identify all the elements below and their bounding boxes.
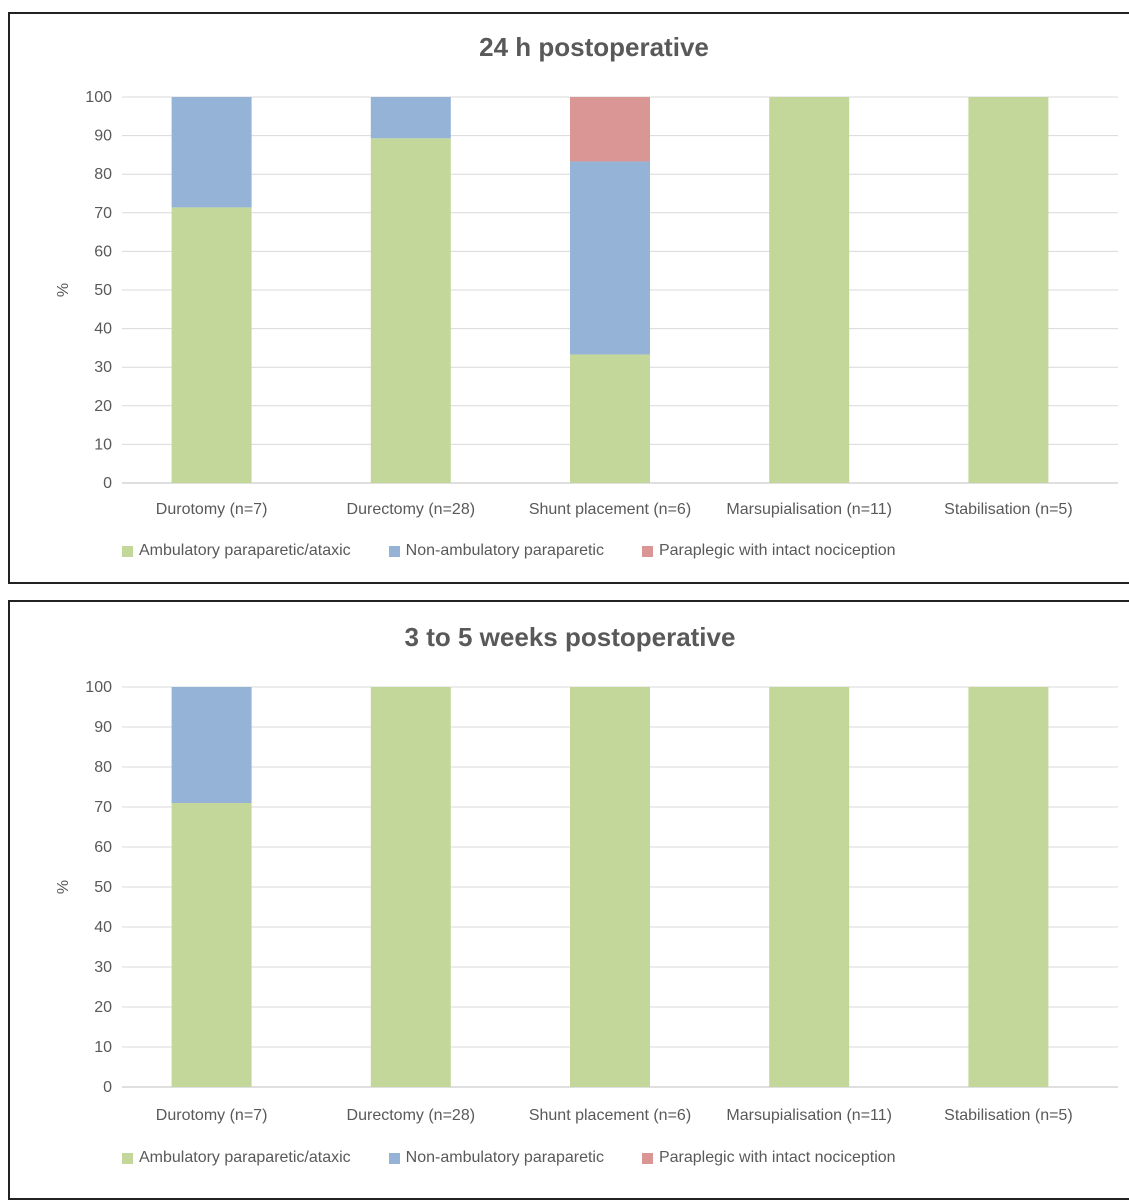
y-tick-label: 80 [94, 166, 112, 183]
legend-item-ambulatory: Ambulatory paraparetic/ataxic [122, 1149, 351, 1167]
y-tick-label: 90 [94, 128, 112, 145]
y-tick-label: 30 [94, 359, 112, 376]
bar-segment [769, 97, 850, 483]
y-tick-label: 10 [94, 1039, 112, 1056]
bar-segment [370, 687, 451, 1087]
y-tick-label: 100 [85, 89, 112, 106]
bar-segment [370, 97, 451, 139]
bar-segment [968, 97, 1049, 483]
legend-item-paraplegic: Paraplegic with intact nociception [641, 542, 896, 560]
y-tick-label: 0 [103, 1079, 112, 1096]
bar-segment [570, 97, 650, 162]
legend-swatch [641, 1152, 653, 1164]
chart-plot-3-5-weeks: 0 10 20 30 40 50 60 70 80 90 100% Durotomy (n=7) Dur… [55, 679, 1118, 1124]
legend-swatch [641, 545, 653, 557]
legend-label: Ambulatory paraparetic/ataxic [139, 1149, 351, 1166]
x-tick-label: Shunt placement (n=6) [529, 1107, 691, 1124]
y-tick-label: 50 [94, 879, 112, 896]
chart-panel-3-5-weeks: 3 to 5 weeks postoperative 0 10 20 30 40 50 60… [8, 600, 1129, 1200]
y-tick-label: 90 [94, 719, 112, 736]
bar-segment [570, 354, 650, 483]
bar-segment [570, 161, 650, 355]
x-tick-label: Durectomy (n=28) [347, 501, 476, 518]
bar-segment [171, 207, 252, 483]
x-tick-label: Stabilisation (n=5) [944, 1107, 1073, 1124]
chart-title: 3 to 5 weeks postoperative [404, 622, 736, 652]
chart-panel-24h: 24 h postoperative 0 10 20 30 40 50 60 70 80 90 10… [8, 12, 1129, 584]
legend-swatch [122, 545, 133, 557]
y-tick-label: 40 [94, 321, 112, 338]
x-tick-label: Durotomy (n=7) [156, 501, 268, 518]
x-tick-label: Marsupialisation (n=11) [726, 501, 892, 518]
legend-item-paraplegic: Paraplegic with intact nociception [641, 1149, 896, 1167]
bar-segment [370, 138, 451, 483]
legend-item-non-ambulatory: Non-ambulatory paraparetic [388, 542, 604, 560]
y-tick-label: 60 [94, 839, 112, 856]
y-tick-label: 70 [94, 205, 112, 222]
chart-title: 24 h postoperative [479, 32, 709, 62]
bar-segment [968, 687, 1049, 1087]
chart-legend: Ambulatory paraparetic/ataxic Non-ambula… [122, 542, 934, 560]
bar-segment [171, 687, 252, 803]
y-tick-label: 20 [94, 999, 112, 1016]
x-tick-label: Durectomy (n=28) [347, 1107, 476, 1124]
x-tick-label: Shunt placement (n=6) [529, 501, 691, 518]
x-tick-label: Durotomy (n=7) [156, 1107, 268, 1124]
y-axis-label: % [55, 283, 72, 297]
legend-item-ambulatory: Ambulatory paraparetic/ataxic [122, 542, 351, 560]
y-tick-label: 30 [94, 959, 112, 976]
chart-legend: Ambulatory paraparetic/ataxic Non-ambula… [122, 1149, 934, 1167]
y-tick-label: 80 [94, 759, 112, 776]
chart-plot-24h: 0 10 20 30 40 50 60 70 80 90 100% Durotomy (n=7) Dur… [55, 89, 1118, 518]
legend-label: Paraplegic with intact nociception [658, 1149, 896, 1166]
bar-segment [171, 803, 252, 1087]
x-tick-label: Marsupialisation (n=11) [726, 1107, 892, 1124]
y-tick-label: 60 [94, 243, 112, 260]
y-tick-label: 40 [94, 919, 112, 936]
legend-item-non-ambulatory: Non-ambulatory paraparetic [388, 1149, 604, 1167]
legend-swatch [388, 545, 400, 557]
y-tick-label: 10 [94, 436, 112, 453]
legend-label: Non-ambulatory paraparetic [405, 542, 604, 559]
bar-segment [171, 97, 252, 208]
y-tick-label: 100 [85, 679, 112, 696]
legend-label: Ambulatory paraparetic/ataxic [139, 542, 351, 559]
legend-swatch [122, 1152, 133, 1164]
y-tick-label: 70 [94, 799, 112, 816]
bar-segment [769, 687, 850, 1087]
bar-segment [570, 687, 650, 1087]
y-tick-label: 20 [94, 398, 112, 415]
legend-label: Paraplegic with intact nociception [658, 542, 896, 559]
legend-swatch [388, 1152, 400, 1164]
y-tick-label: 0 [103, 475, 112, 492]
legend-label: Non-ambulatory paraparetic [405, 1149, 604, 1166]
y-tick-label: 50 [94, 282, 112, 299]
y-axis-label: % [55, 880, 72, 894]
x-tick-label: Stabilisation (n=5) [944, 501, 1073, 518]
